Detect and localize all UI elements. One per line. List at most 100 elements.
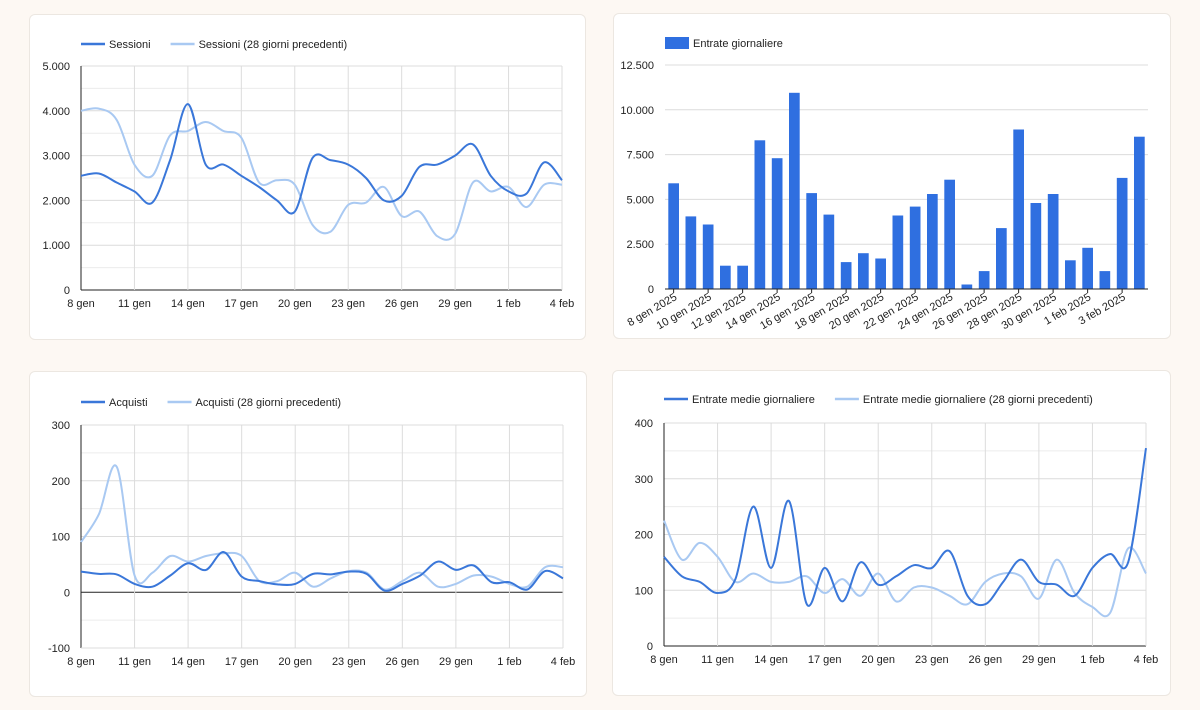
bar [1065,260,1076,289]
x-tick-label: 23 gen [915,654,949,666]
bar [858,253,869,289]
bar [771,158,783,289]
x-tick-label: 11 gen [701,654,734,666]
legend-label: Sessioni [109,39,151,51]
legend-item: Sessioni [81,39,151,51]
y-tick-label: 0 [64,285,70,297]
legend-label: Entrate medie giornaliere [692,394,815,406]
bar [685,216,697,289]
x-tick-label: 4 feb [550,298,574,310]
series-line-current [663,447,1147,607]
bar [1116,177,1128,289]
series-line-previous [663,520,1147,618]
sessions-chart-card: Sessioni Sessioni (28 giorni precedenti) 0… [29,14,586,340]
x-tick-label: 29 gen [439,656,473,668]
legend-item: Entrate medie giornaliere [664,394,815,406]
chart-legend: Entrate giornaliere [665,37,783,50]
bar [702,224,714,289]
y-tick-label: 3.000 [42,151,70,163]
sessions-line-chart: Sessioni Sessioni (28 giorni precedenti) 0… [42,39,574,310]
bar [927,194,938,289]
series-line-current [80,551,564,592]
x-tick-label: 20 gen [861,654,895,666]
x-tick-label: 1 feb [1080,654,1104,666]
x-tick-label: 26 gen [969,654,1003,666]
x-tick-label: 4 feb [551,656,575,668]
bar [944,179,955,289]
bar [668,183,679,289]
bar [1030,203,1042,289]
bar [720,265,731,289]
x-tick-label: 23 gen [332,656,366,668]
purchases-line-chart: Acquisti Acquisti (28 giorni precedenti) -… [48,397,575,668]
legend-item: Acquisti [81,397,148,409]
chart-legend: Entrate medie giornaliere Entrate medie g… [664,394,1093,406]
x-tick-label: 17 gen [225,298,259,310]
bar [875,258,886,289]
bar [1099,271,1111,289]
bar [840,262,852,289]
legend-label: Entrate giornaliere [693,38,783,50]
x-tick-label: 8 gen [67,298,95,310]
bar [996,228,1007,289]
x-tick-label: 1 feb [497,656,521,668]
bar [909,206,921,289]
y-tick-label: 0 [648,284,654,296]
bar [892,215,904,289]
y-tick-label: 10.000 [620,105,654,117]
x-tick-label: 14 gen [754,654,788,666]
daily-revenue-chart-card: Entrate giornaliere 0 2.500 5.000 7.500 10.00… [613,13,1171,339]
x-tick-label: 29 gen [1022,654,1056,666]
y-tick-label: 300 [52,420,70,432]
bar [1134,136,1145,289]
x-tick-label: 26 gen [386,656,420,668]
series-line-previous [80,464,564,591]
bar [737,265,748,289]
x-tick-label: 11 gen [118,656,151,668]
x-tick-label: 29 gen [438,298,472,310]
y-tick-label: 5.000 [42,61,70,73]
x-tick-label: 11 gen [118,298,151,310]
legend-item: Entrate giornaliere [665,37,783,50]
x-tick-label: 26 gen [385,298,419,310]
y-tick-label: -100 [48,643,70,655]
chart-legend: Acquisti Acquisti (28 giorni precedenti) [81,397,341,409]
bar [961,284,973,289]
x-tick-label: 23 gen [331,298,365,310]
bar [1047,194,1059,289]
chart-legend: Sessioni Sessioni (28 giorni precedenti) [81,39,347,51]
x-tick-label: 17 gen [225,656,259,668]
average-revenue-chart-card: Entrate medie giornaliere Entrate medie g… [612,370,1171,696]
x-tick-label: 8 gen [67,656,95,668]
y-tick-label: 12.500 [620,60,654,72]
y-tick-label: 2.000 [42,195,70,207]
legend-item: Sessioni (28 giorni precedenti) [170,39,347,51]
x-tick-label: 14 gen [171,656,205,668]
bar [978,271,990,289]
x-tick-label: 1 feb [496,298,520,310]
y-tick-label: 1.000 [42,240,70,252]
y-tick-label: 4.000 [42,106,70,118]
x-tick-label: 17 gen [808,654,842,666]
y-tick-label: 100 [635,585,653,597]
y-tick-label: 200 [52,476,70,488]
daily-revenue-bar-chart: Entrate giornaliere 0 2.500 5.000 7.500 10.00… [620,37,1148,332]
purchases-chart-card: Acquisti Acquisti (28 giorni precedenti) -… [29,371,587,697]
y-tick-label: 100 [52,532,70,544]
bar [823,214,835,289]
series-line-current [80,103,563,215]
legend-label: Acquisti [109,397,148,409]
legend-label: Entrate medie giornaliere (28 giorni pre… [863,394,1093,406]
bar [754,140,766,289]
x-tick-label: 8 gen [650,654,678,666]
y-tick-label: 200 [635,530,653,542]
legend-item: Entrate medie giornaliere (28 giorni pre… [834,394,1093,406]
x-tick-label: 20 gen [278,656,312,668]
y-tick-label: 2.500 [626,239,654,251]
series-line-previous [80,107,563,241]
y-tick-label: 400 [635,418,653,430]
bar [1013,129,1024,289]
bar [1082,247,1093,289]
y-tick-label: 5.000 [626,194,654,206]
x-tick-label: 4 feb [1134,654,1158,666]
